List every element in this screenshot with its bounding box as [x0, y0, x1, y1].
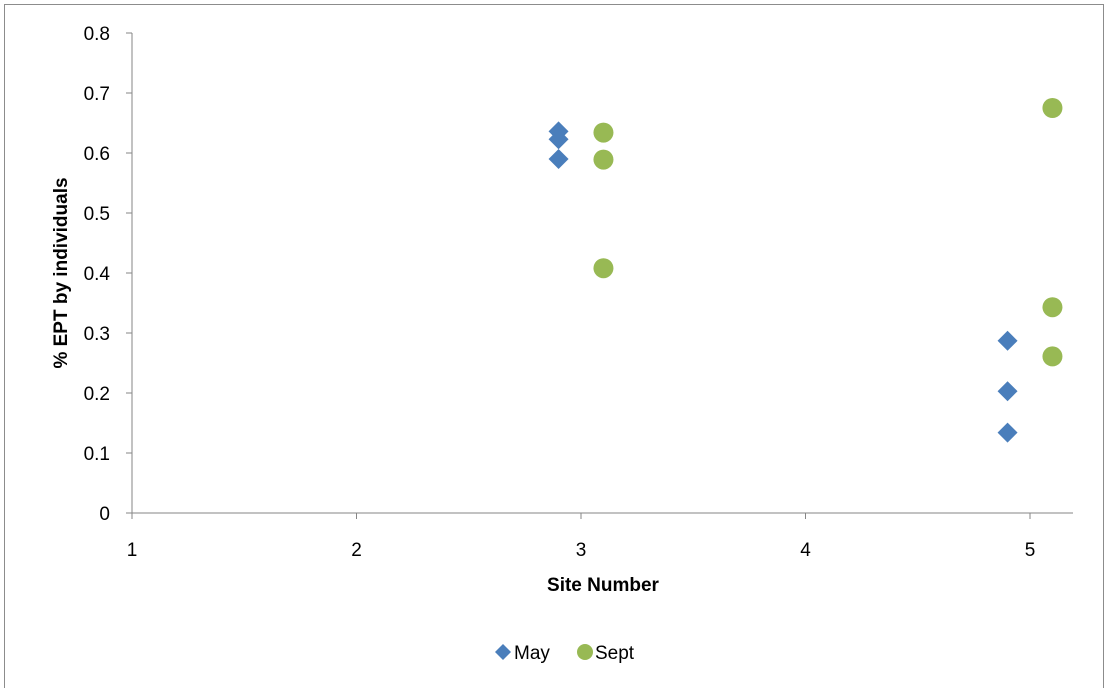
- legend-label-sept: Sept: [595, 643, 635, 664]
- series-may: [548, 121, 1018, 443]
- x-tick-label: 2: [351, 540, 362, 561]
- x-tick-label: 1: [127, 540, 138, 561]
- data-point-sept: [1042, 297, 1063, 318]
- chart-area: [4, 4, 1104, 688]
- x-tick-label: 5: [1025, 540, 1036, 561]
- data-point-may: [997, 330, 1018, 351]
- y-tick-label: 0.4: [84, 264, 111, 285]
- data-point-sept: [1042, 346, 1063, 367]
- x-ticks: 1 2 3 4 5: [127, 513, 1036, 561]
- data-points: [548, 98, 1063, 443]
- y-tick-label: 0.7: [84, 84, 110, 105]
- series-sept: [593, 98, 1063, 367]
- data-point-sept: [1042, 98, 1063, 118]
- legend: May Sept: [495, 643, 635, 664]
- x-tick-label: 3: [576, 540, 587, 561]
- data-point-sept: [593, 258, 614, 279]
- y-tick-label: 0.5: [84, 204, 110, 225]
- data-point-may: [997, 381, 1018, 402]
- legend-marker-may: [495, 644, 511, 660]
- y-tick-label: 0.6: [84, 144, 110, 165]
- legend-marker-sept: [577, 644, 593, 660]
- y-tick-label: 0.3: [84, 324, 110, 345]
- data-point-may: [997, 422, 1018, 443]
- y-tick-label: 0.2: [84, 384, 110, 405]
- data-point-sept: [593, 149, 614, 170]
- legend-label-may: May: [514, 643, 550, 664]
- y-tick-label: 0: [99, 504, 110, 525]
- y-tick-label: 0.8: [84, 24, 110, 45]
- x-axis-title: Site Number: [547, 575, 660, 596]
- y-tick-label: 0.1: [84, 444, 110, 465]
- x-tick-label: 4: [800, 540, 811, 561]
- data-point-sept: [593, 122, 614, 143]
- y-axis-title: % EPT by individuals: [51, 177, 72, 368]
- data-point-may: [548, 149, 569, 169]
- data-point-may: [548, 129, 569, 150]
- y-ticks: 0 0.1 0.2 0.3 0.4 0.5 0.6 0.7 0.8: [84, 24, 132, 525]
